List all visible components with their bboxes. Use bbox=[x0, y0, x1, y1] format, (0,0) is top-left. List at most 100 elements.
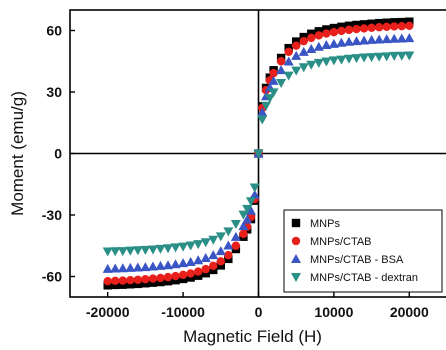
point-series-2 bbox=[242, 214, 253, 224]
point-series-1 bbox=[193, 267, 203, 276]
point-series-2 bbox=[185, 256, 196, 266]
y-axis-title: Moment (emu/g) bbox=[8, 91, 27, 216]
point-series-2 bbox=[313, 41, 324, 51]
point-series-3 bbox=[306, 60, 317, 70]
point-series-2 bbox=[343, 36, 354, 46]
point-series-3 bbox=[351, 54, 362, 64]
point-series-2 bbox=[336, 37, 347, 47]
point-series-1 bbox=[276, 57, 286, 66]
point-series-1 bbox=[171, 271, 180, 281]
point-series-1 bbox=[201, 264, 210, 274]
point-series-2 bbox=[223, 240, 234, 250]
point-series-1 bbox=[239, 229, 248, 239]
point-series-1 bbox=[284, 47, 293, 57]
point-series-3 bbox=[336, 55, 347, 65]
point-series-1 bbox=[307, 33, 316, 43]
point-series-3 bbox=[102, 247, 113, 257]
point-series-3 bbox=[132, 246, 143, 256]
point-series-1 bbox=[337, 26, 346, 36]
point-series-2 bbox=[102, 263, 113, 273]
point-series-1 bbox=[382, 22, 391, 32]
point-series-1 bbox=[133, 275, 143, 284]
point-series-3 bbox=[185, 241, 196, 251]
point-series-2 bbox=[328, 38, 339, 48]
point-series-1 bbox=[292, 41, 301, 50]
point-series-1 bbox=[322, 29, 331, 38]
point-series-3 bbox=[396, 51, 407, 61]
point-series-1 bbox=[231, 241, 241, 250]
point-series-2 bbox=[351, 36, 362, 46]
point-series-3 bbox=[215, 232, 226, 242]
point-series-3 bbox=[374, 52, 385, 62]
point-series-1 bbox=[103, 277, 112, 286]
point-series-1 bbox=[397, 21, 406, 31]
point-series-1 bbox=[314, 31, 324, 40]
x-tick-label: -10000 bbox=[161, 304, 205, 320]
point-series-3 bbox=[155, 244, 166, 254]
point-series-2 bbox=[321, 40, 332, 50]
point-series-2 bbox=[230, 231, 241, 241]
point-series-1 bbox=[344, 25, 354, 35]
point-series-1 bbox=[352, 24, 361, 34]
point-series-1 bbox=[186, 269, 195, 278]
point-series-3 bbox=[366, 53, 377, 63]
point-series-3 bbox=[249, 183, 260, 193]
legend: MNPs MNPs/CTAB MNPs/CTAB - BSA MNPs/CTAB - … bbox=[283, 209, 443, 293]
point-series-2 bbox=[110, 263, 121, 273]
point-series-3 bbox=[238, 210, 249, 220]
y-tick-label: 0 bbox=[54, 146, 62, 162]
point-series-2 bbox=[132, 262, 143, 272]
point-series-1 bbox=[111, 276, 120, 286]
y-tick-label: -60 bbox=[42, 269, 62, 285]
point-series-2 bbox=[125, 262, 136, 272]
point-series-2 bbox=[245, 205, 256, 215]
point-series-3 bbox=[381, 52, 392, 62]
point-series-1 bbox=[141, 274, 150, 284]
point-series-1 bbox=[390, 22, 399, 31]
point-series-3 bbox=[200, 238, 211, 248]
point-series-2 bbox=[215, 246, 226, 256]
point-series-2 bbox=[298, 46, 309, 56]
legend-marker-3 bbox=[291, 273, 301, 282]
point-series-2 bbox=[200, 253, 211, 263]
point-series-2 bbox=[208, 250, 219, 260]
point-series-3 bbox=[268, 88, 279, 98]
x-tick-label: 0 bbox=[255, 304, 263, 320]
point-series-3 bbox=[147, 245, 158, 255]
point-series-2 bbox=[268, 75, 279, 85]
point-series-1 bbox=[178, 270, 188, 280]
point-series-3 bbox=[242, 204, 253, 214]
point-series-1 bbox=[269, 68, 278, 78]
point-series-3 bbox=[208, 235, 219, 245]
point-series-3 bbox=[140, 245, 151, 255]
point-series-1 bbox=[126, 275, 135, 285]
point-series-2 bbox=[193, 255, 204, 265]
y-tick-label: -30 bbox=[42, 207, 62, 223]
point-series-3 bbox=[261, 101, 272, 111]
point-series-1 bbox=[156, 273, 165, 283]
point-series-3 bbox=[125, 246, 136, 256]
legend-label-3: MNPs/CTAB - dextran bbox=[310, 272, 418, 284]
legend-label-0: MNPs bbox=[310, 218, 340, 230]
point-series-2 bbox=[404, 33, 415, 43]
point-series-2 bbox=[291, 50, 302, 60]
point-series-2 bbox=[257, 107, 268, 117]
point-series-2 bbox=[147, 261, 158, 271]
legend-box bbox=[283, 209, 443, 293]
legend-marker-0 bbox=[291, 218, 301, 228]
point-series-1 bbox=[224, 250, 233, 260]
legend-label-1: MNPs/CTAB bbox=[310, 236, 372, 248]
point-series-2 bbox=[366, 34, 377, 44]
point-series-2 bbox=[276, 65, 287, 75]
point-series-3 bbox=[283, 71, 294, 81]
x-tick-label: 10000 bbox=[314, 304, 353, 320]
point-series-2 bbox=[155, 260, 166, 270]
point-series-3 bbox=[343, 54, 354, 64]
point-series-2 bbox=[163, 260, 174, 270]
point-series-3 bbox=[110, 247, 121, 257]
point-series-1 bbox=[209, 261, 218, 271]
point-series-1 bbox=[374, 23, 384, 32]
point-series-3 bbox=[328, 56, 339, 66]
point-series-2 bbox=[359, 35, 370, 45]
